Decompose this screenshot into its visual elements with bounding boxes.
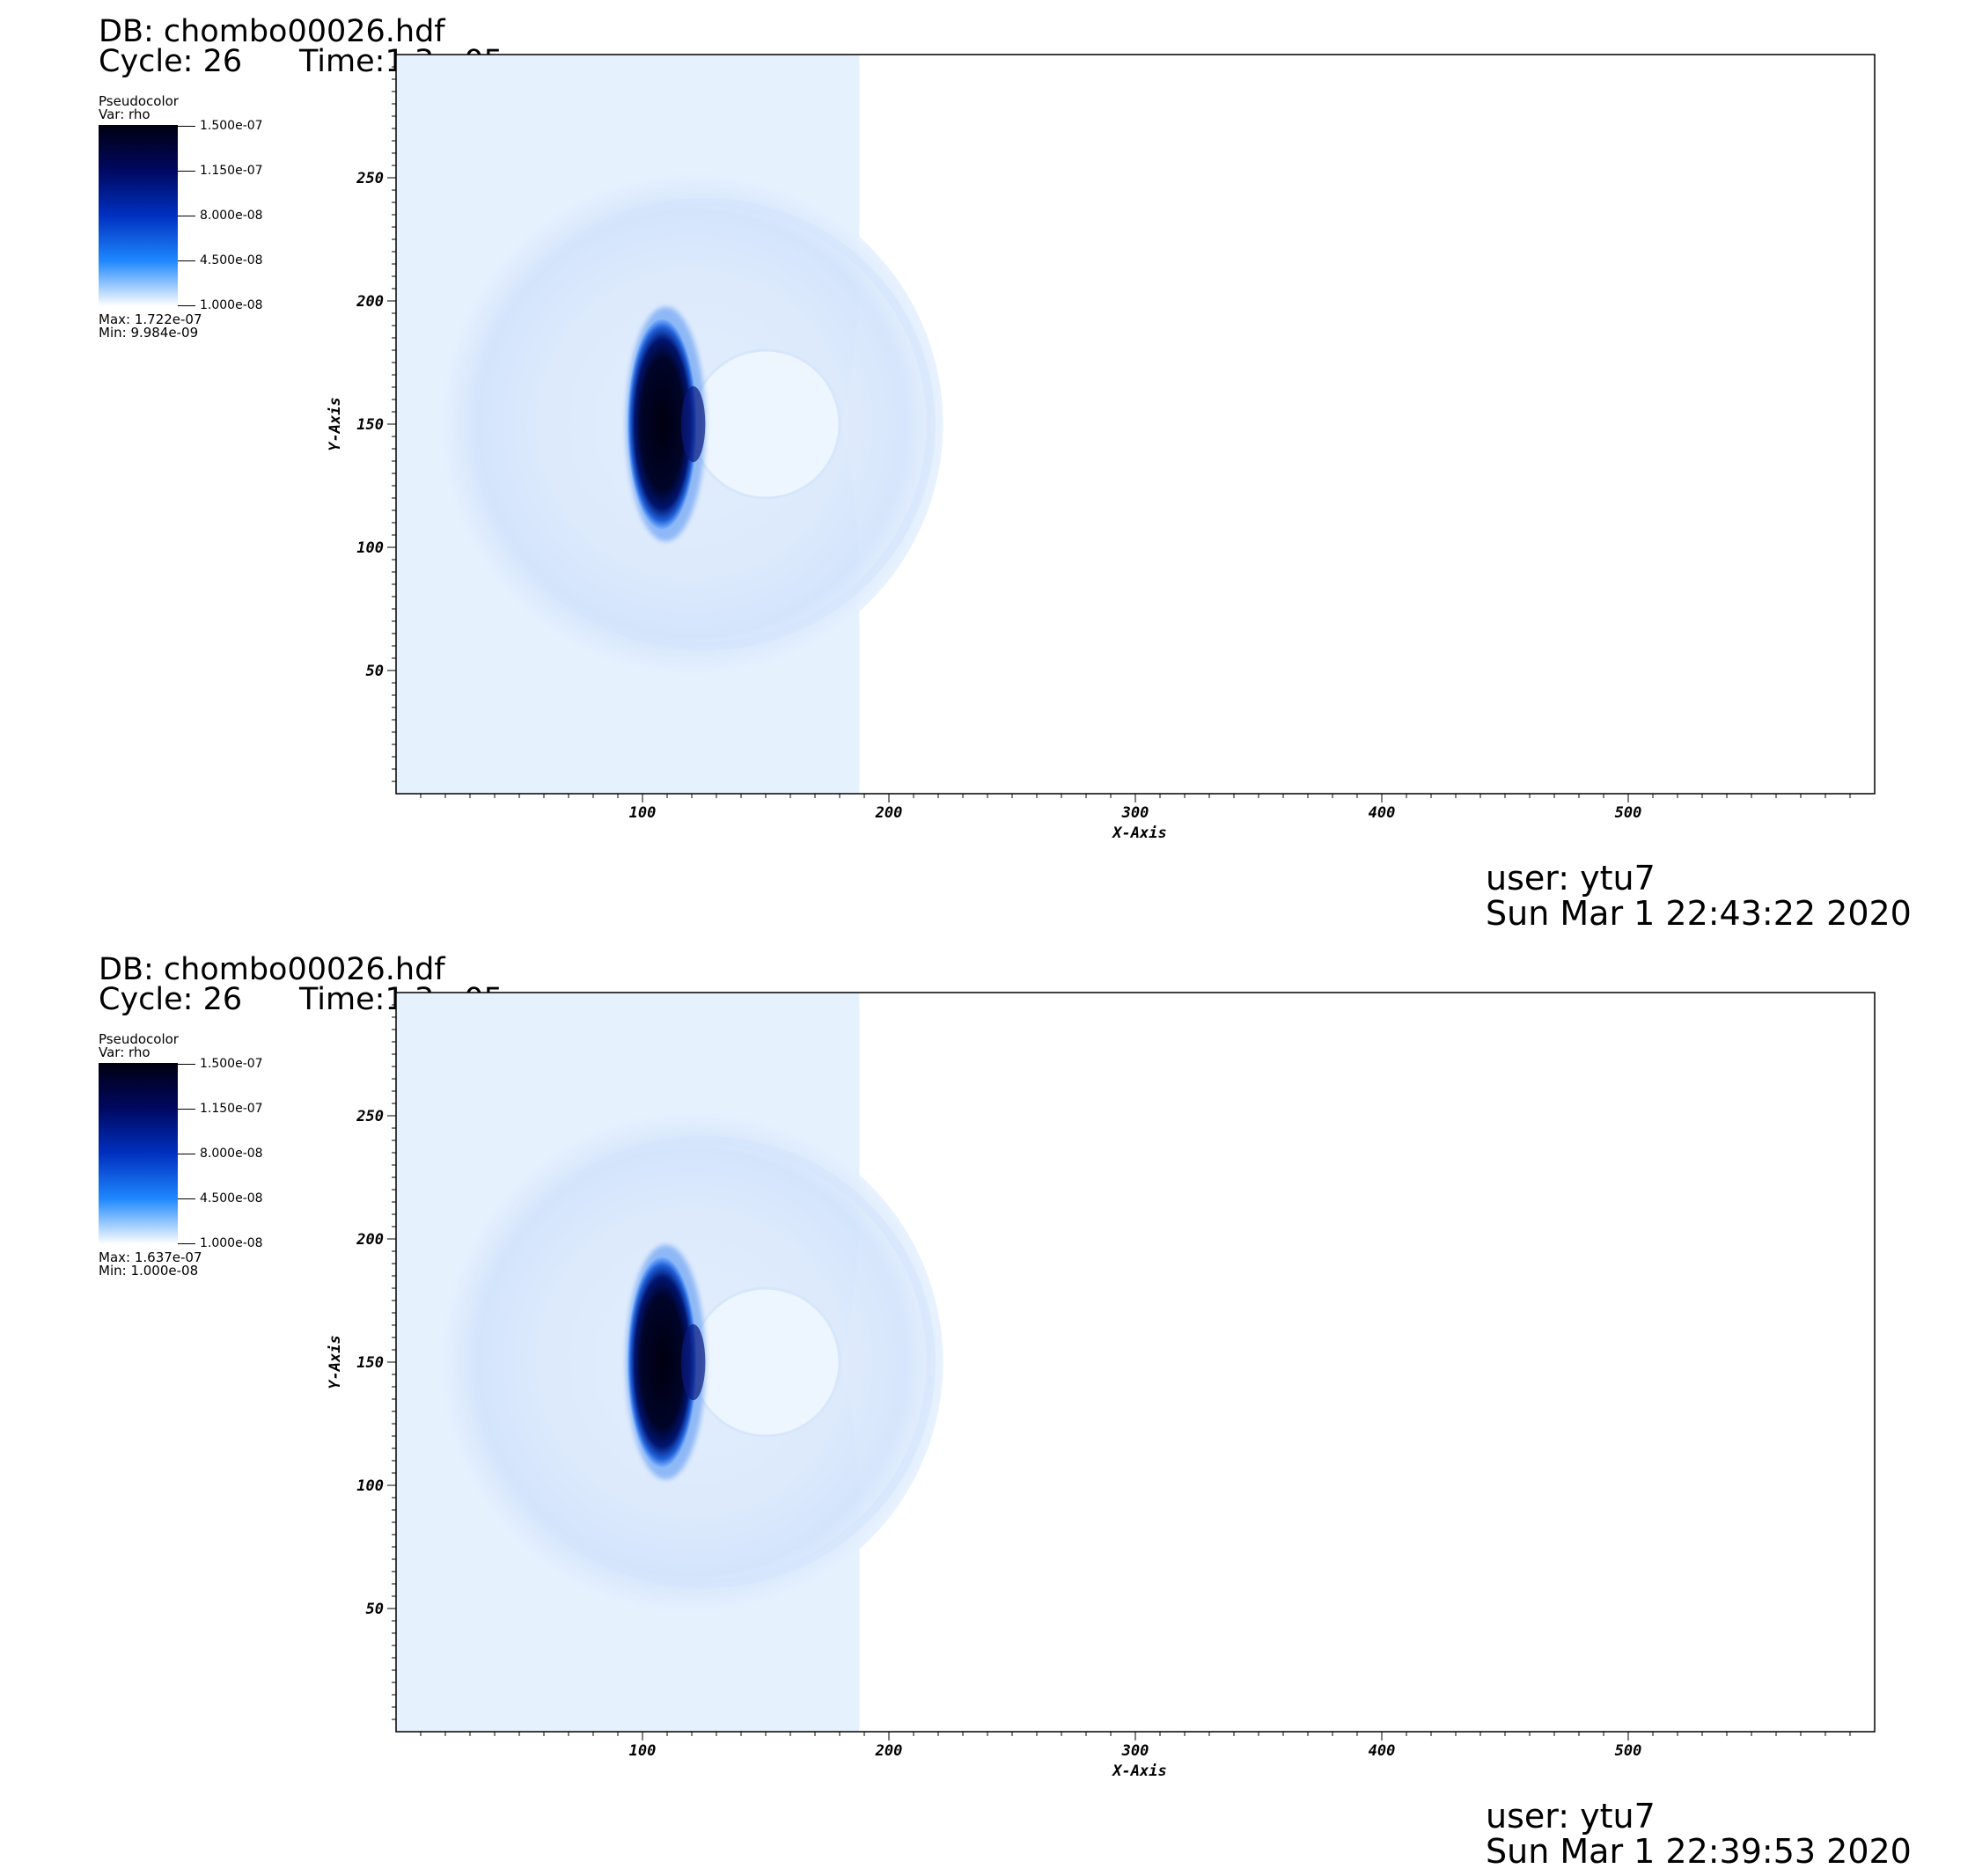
legend-min: Min: 9.984e-09 xyxy=(99,325,199,341)
bow-region xyxy=(690,1286,841,1438)
colorbar-tick-label: 1.500e-07 xyxy=(200,119,263,133)
legend-max: Max: 1.637e-07 xyxy=(99,1249,202,1265)
x-tick-label: 500 xyxy=(1615,1742,1642,1760)
y-tick-label: 150 xyxy=(356,416,384,434)
x-tick-label: 300 xyxy=(1121,1742,1149,1760)
colorbar xyxy=(99,1063,178,1244)
dense-core xyxy=(628,1257,697,1468)
colorbar-tick-label: 1.150e-07 xyxy=(200,164,263,178)
dense-core xyxy=(628,319,697,530)
inner-shell xyxy=(473,1136,936,1588)
legend-variable: Var: rho xyxy=(99,1044,151,1060)
colorbar-tick xyxy=(178,1243,195,1244)
user-label: user: ytu7 xyxy=(1486,859,1656,898)
colorbar xyxy=(99,125,178,306)
legend-title: Pseudocolor xyxy=(99,93,179,109)
colorbar-tick-label: 1.000e-08 xyxy=(200,298,263,312)
colorbar-tick xyxy=(178,1109,195,1110)
x-tick-label: 300 xyxy=(1121,804,1149,822)
density-plot: 100 200 300 400 500 50 100 150 200 250 X-Axis Y-Axi… xyxy=(327,54,1876,842)
x-tick-label: 200 xyxy=(875,1742,903,1760)
y-tick-label: 100 xyxy=(356,539,384,557)
plot-window-top: DB: chombo00026.hdf Cycle: 26 Time:1.3e-… xyxy=(99,14,1912,933)
density-plot: 100 200 300 400 500 50 100 150 200 250 X-Axis Y-Axi… xyxy=(327,992,1876,1780)
colorbar-tick-label: 8.000e-08 xyxy=(200,209,263,223)
y-tick-label: 100 xyxy=(356,1477,384,1495)
legend-title: Pseudocolor xyxy=(99,1031,179,1047)
database-label: DB: chombo00026.hdf xyxy=(99,952,445,987)
x-tick-label: 200 xyxy=(875,804,903,822)
x-tick-label: 500 xyxy=(1615,804,1642,822)
core-tail xyxy=(680,385,706,463)
y-tick-label: 250 xyxy=(356,170,384,187)
colorbar-tick-label: 4.500e-08 xyxy=(200,253,263,267)
y-axis-title: Y-Axis xyxy=(327,1335,344,1389)
colorbar-tick xyxy=(178,260,195,261)
date-label: Sun Mar 1 22:39:53 2020 xyxy=(1486,1832,1912,1871)
plot-window-bottom: DB: chombo00026.hdf Cycle: 26 Time:1.3e-… xyxy=(0,938,1975,1876)
legend-min: Min: 1.000e-08 xyxy=(99,1263,199,1279)
database-label: DB: chombo00026.hdf xyxy=(99,14,445,49)
colorbar-tick xyxy=(178,126,195,127)
colorbar-tick-label: 4.500e-08 xyxy=(200,1191,263,1205)
y-tick-label: 250 xyxy=(356,1108,384,1125)
y-tick-label: 50 xyxy=(366,1601,384,1618)
x-tick-label: 400 xyxy=(1369,1742,1396,1760)
colorbar-tick-label: 1.500e-07 xyxy=(200,1057,263,1071)
x-axis-title: X-Axis xyxy=(1111,1762,1166,1780)
inner-shell xyxy=(473,198,936,650)
user-label: user: ytu7 xyxy=(1486,1797,1656,1836)
colorbar-tick-label: 8.000e-08 xyxy=(200,1147,263,1161)
cycle-label: Cycle: 26 xyxy=(99,44,243,79)
x-axis-title: X-Axis xyxy=(1111,824,1166,842)
colorbar-tick xyxy=(178,1064,195,1065)
colorbar-tick xyxy=(178,305,195,306)
x-tick-label: 100 xyxy=(629,1742,657,1760)
x-tick-label: 100 xyxy=(629,804,657,822)
cycle-label: Cycle: 26 xyxy=(99,982,243,1017)
x-tick-label: 400 xyxy=(1369,804,1396,822)
colorbar-tick xyxy=(178,1198,195,1199)
y-tick-label: 200 xyxy=(356,293,384,311)
y-tick-label: 150 xyxy=(356,1354,384,1372)
colorbar-tick-label: 1.000e-08 xyxy=(200,1236,263,1250)
colorbar-tick-label: 1.150e-07 xyxy=(200,1102,263,1116)
legend-max: Max: 1.722e-07 xyxy=(99,311,202,327)
core-tail xyxy=(680,1323,706,1401)
y-tick-label: 50 xyxy=(366,663,384,680)
y-axis-title: Y-Axis xyxy=(327,397,344,451)
date-label: Sun Mar 1 22:43:22 2020 xyxy=(1486,894,1912,933)
legend-variable: Var: rho xyxy=(99,106,151,122)
bow-region xyxy=(690,348,841,500)
y-tick-label: 200 xyxy=(356,1231,384,1249)
colorbar-tick xyxy=(178,171,195,172)
